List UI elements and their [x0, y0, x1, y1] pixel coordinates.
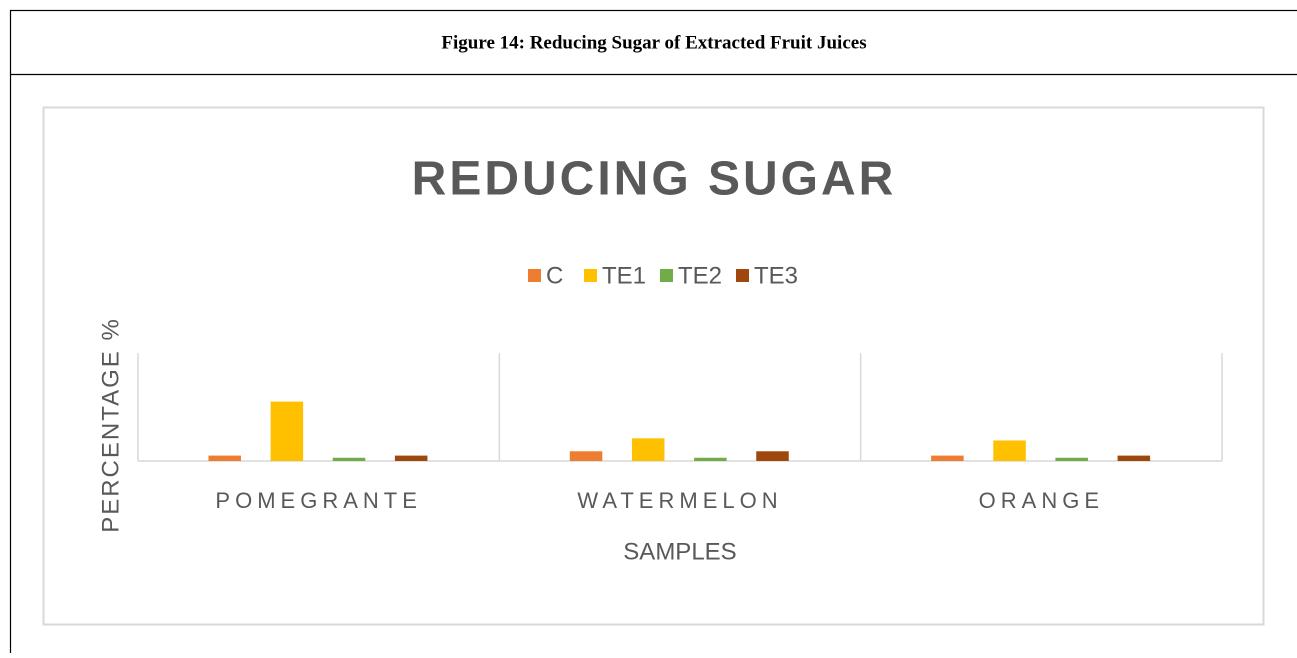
x-tick-label: ORANGE	[979, 488, 1104, 513]
legend-label: C	[546, 262, 563, 289]
y-axis-title: PERCENTAGE %	[97, 317, 124, 533]
bar	[208, 456, 241, 461]
bar	[993, 440, 1026, 461]
legend-swatch	[736, 269, 749, 282]
bar	[931, 456, 964, 461]
bar	[1055, 458, 1088, 461]
bar	[395, 456, 428, 461]
bar	[632, 438, 665, 461]
legend-label: TE1	[602, 262, 646, 289]
caption: Figure 14: Reducing Sugar of Extracted F…	[441, 32, 866, 53]
x-axis-title: SAMPLES	[623, 538, 736, 565]
legend-label: TE2	[678, 262, 722, 289]
legend-label: TE3	[754, 262, 798, 289]
x-tick-label: WATERMELON	[577, 488, 782, 513]
bar	[570, 451, 603, 461]
bar	[756, 451, 789, 461]
chart-title: REDUCING SUGAR	[412, 153, 897, 206]
legend-swatch	[528, 269, 541, 282]
bar	[1118, 456, 1151, 461]
bar	[694, 458, 727, 461]
bar	[271, 402, 304, 461]
legend-swatch	[584, 269, 597, 282]
x-tick-label: POMEGRANTE	[215, 488, 421, 513]
legend-swatch	[660, 269, 673, 282]
bar	[333, 458, 366, 461]
